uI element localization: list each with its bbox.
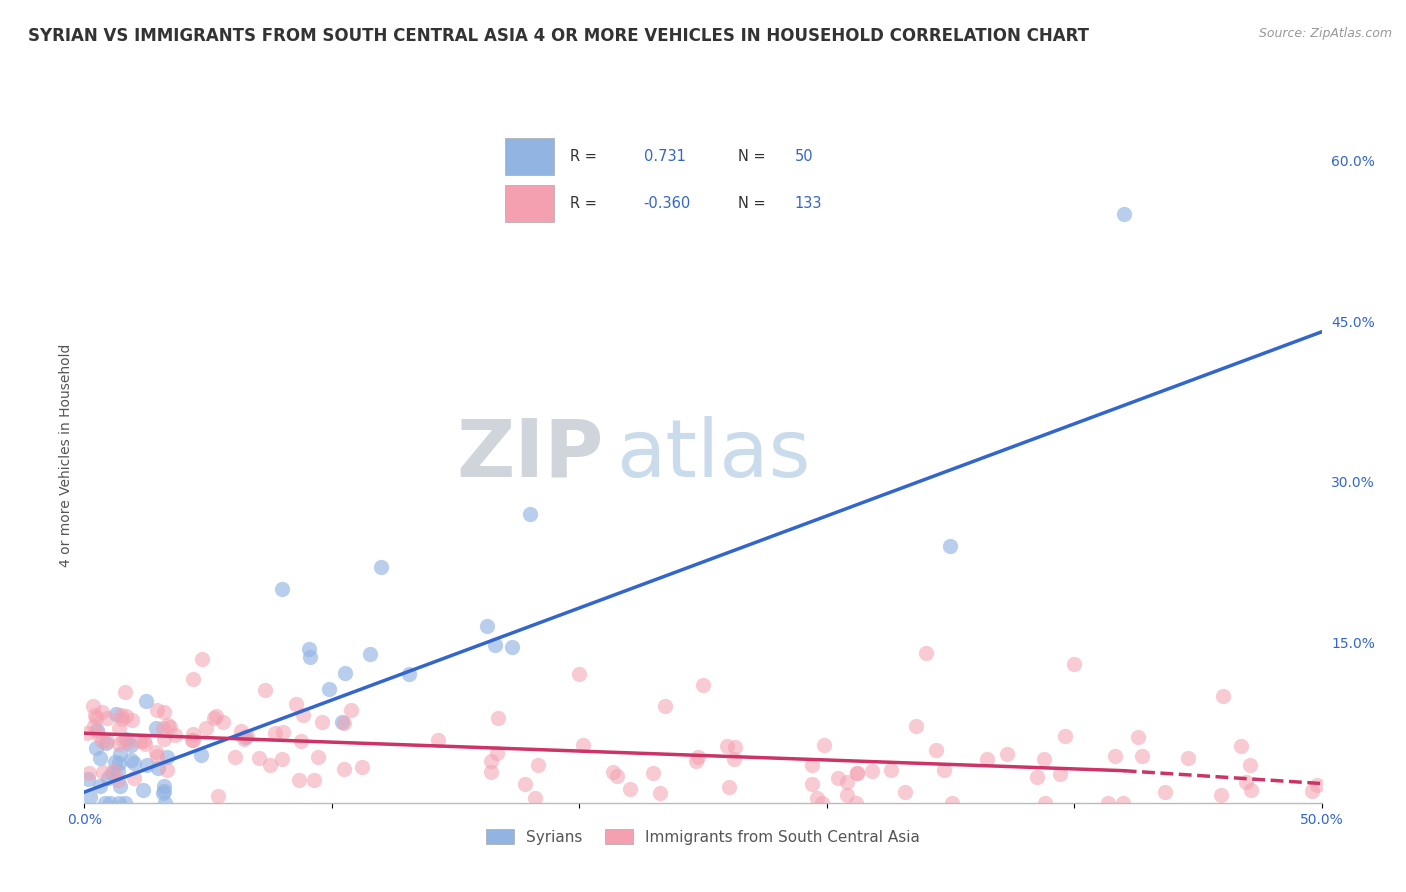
Text: SYRIAN VS IMMIGRANTS FROM SOUTH CENTRAL ASIA 4 OR MORE VEHICLES IN HOUSEHOLD COR: SYRIAN VS IMMIGRANTS FROM SOUTH CENTRAL … [28, 27, 1090, 45]
Text: Source: ZipAtlas.com: Source: ZipAtlas.com [1258, 27, 1392, 40]
Y-axis label: 4 or more Vehicles in Household: 4 or more Vehicles in Household [59, 343, 73, 566]
Legend: Syrians, Immigrants from South Central Asia: Syrians, Immigrants from South Central A… [479, 822, 927, 851]
Text: ZIP: ZIP [457, 416, 605, 494]
Text: atlas: atlas [616, 416, 811, 494]
